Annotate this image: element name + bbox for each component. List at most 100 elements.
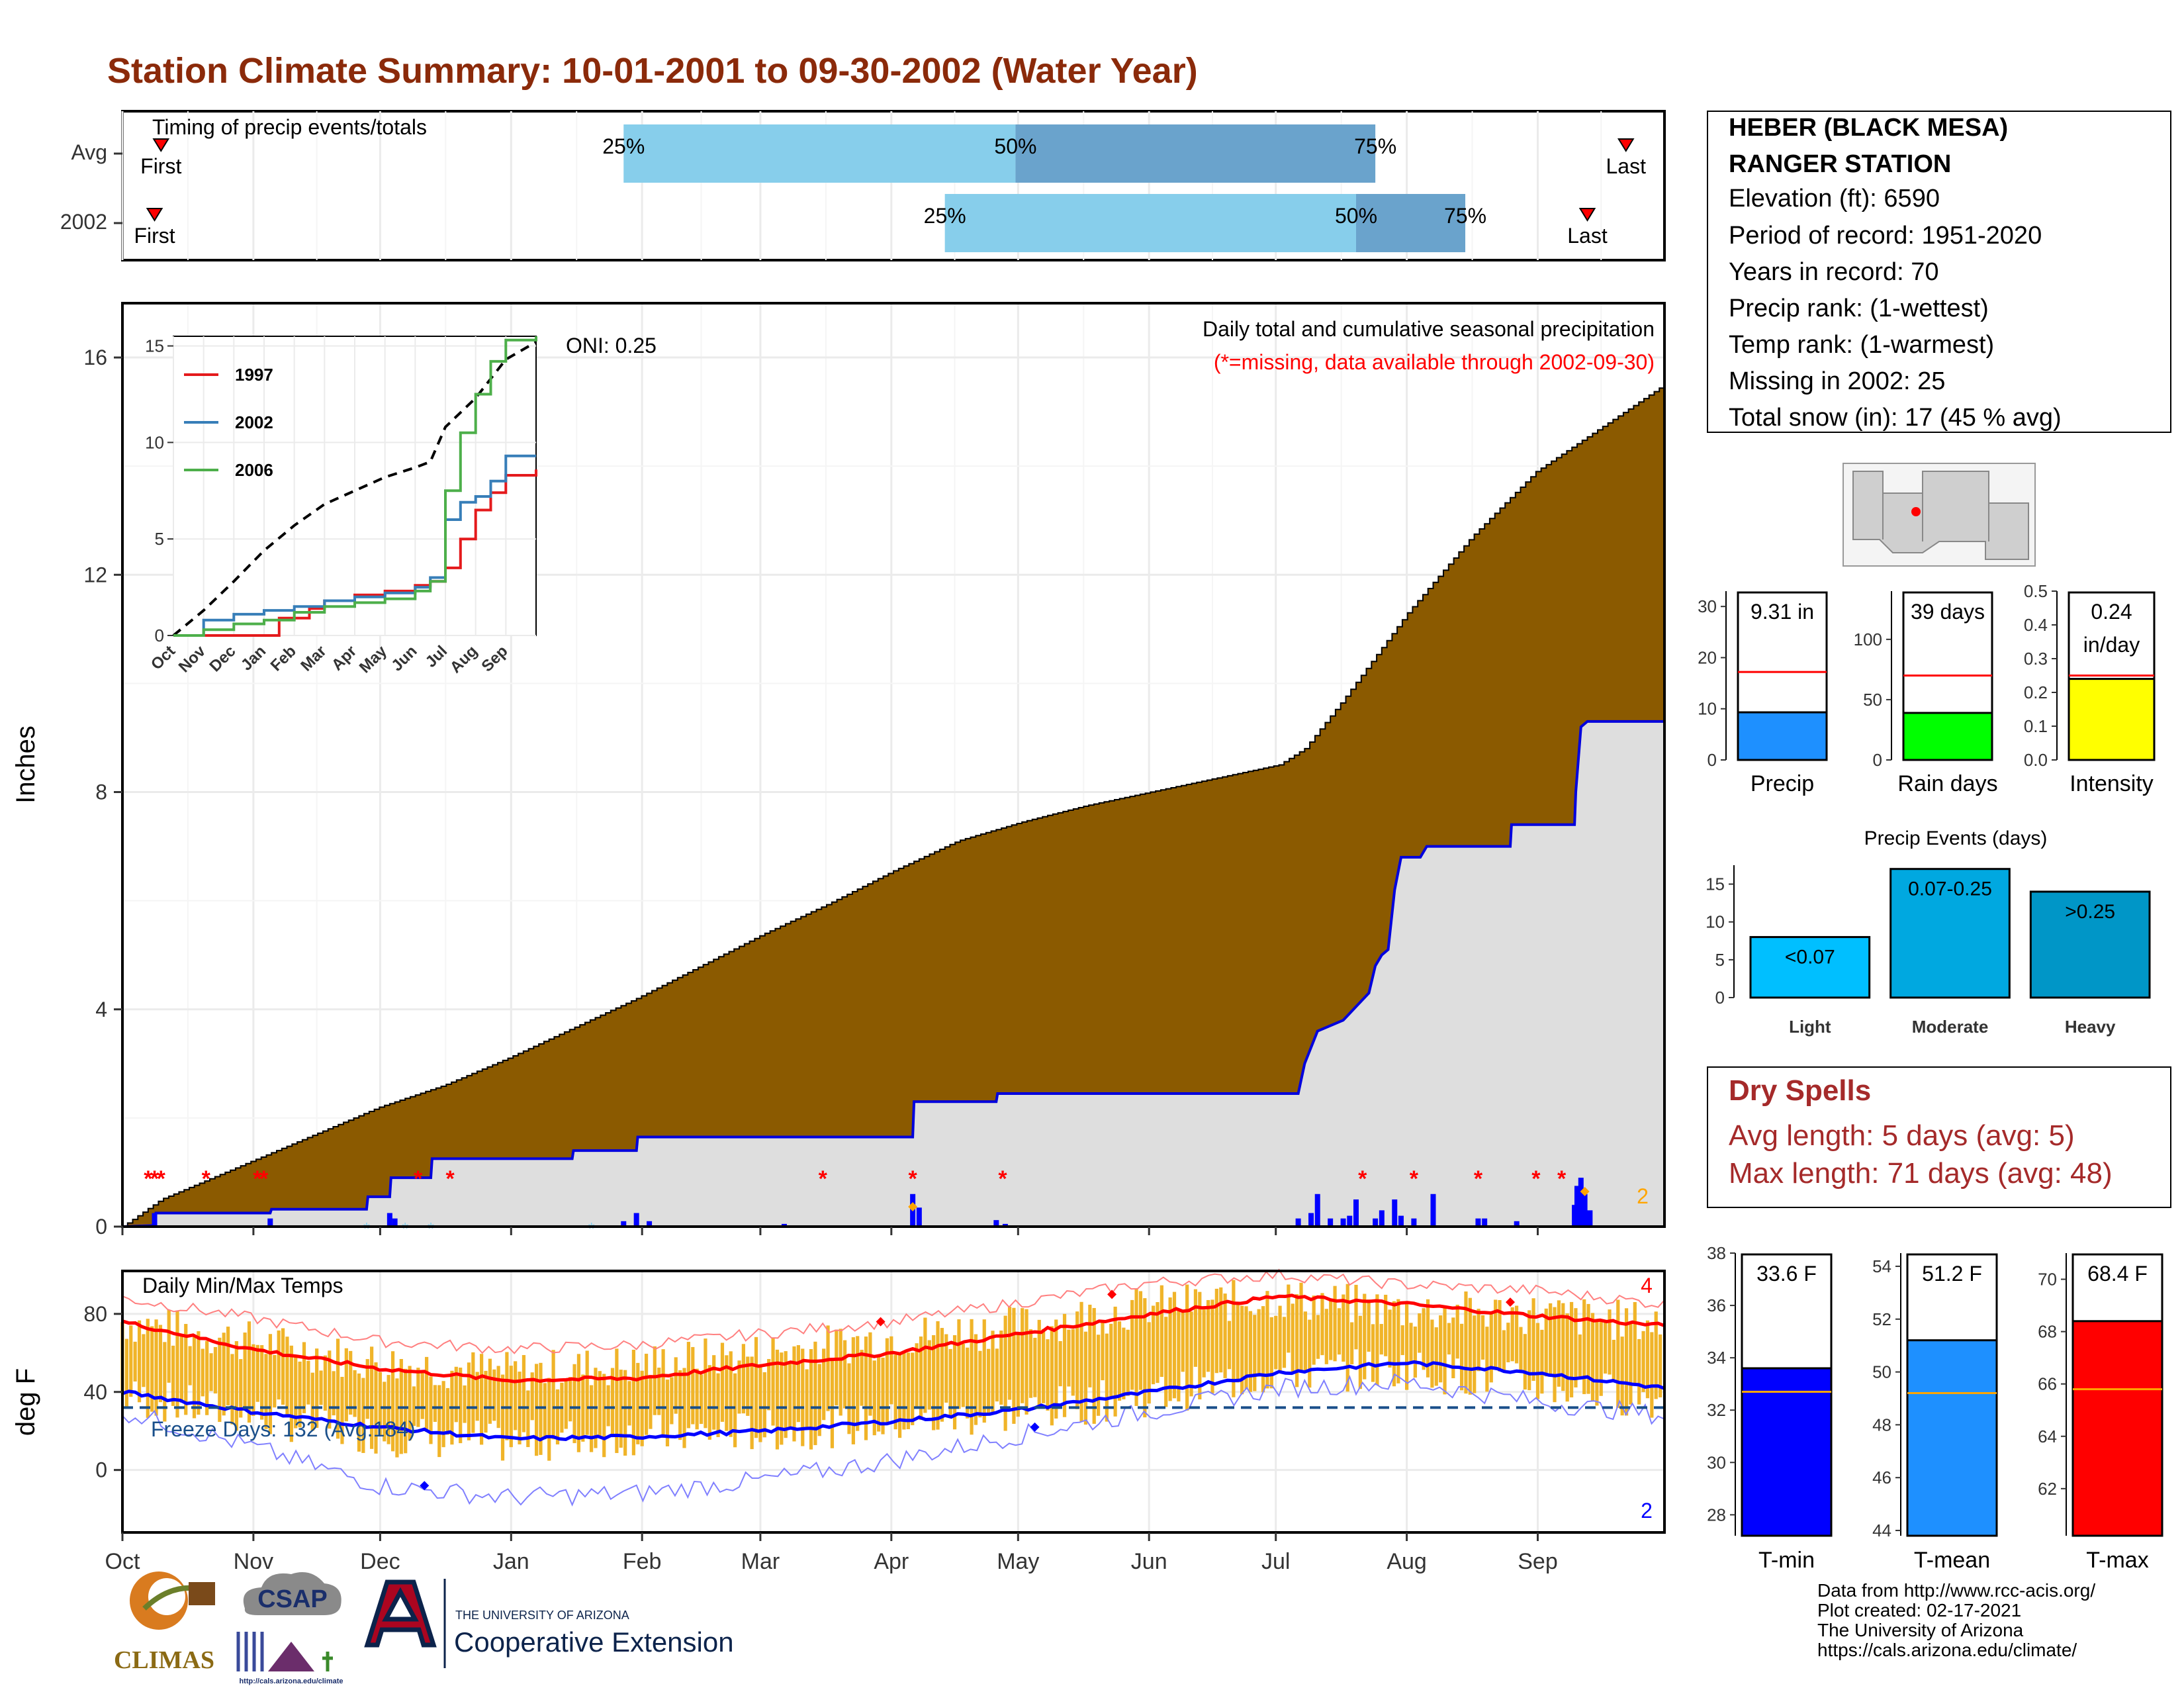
ua-logo-ext-text: Cooperative Extension bbox=[454, 1626, 734, 1658]
daily-temp-bar bbox=[1042, 1329, 1046, 1403]
daily-temp-bar bbox=[1612, 1340, 1615, 1380]
daily-precip-bar bbox=[267, 1218, 273, 1227]
daily-temp-bar bbox=[404, 1368, 408, 1454]
daily-temp-bar bbox=[792, 1346, 796, 1442]
value-bar-fill bbox=[1906, 1339, 1998, 1537]
daily-temp-bar bbox=[1287, 1284, 1291, 1353]
daily-temp-bar bbox=[264, 1354, 268, 1429]
daily-temp-bar bbox=[328, 1350, 332, 1429]
daily-temp-bar bbox=[695, 1368, 699, 1430]
daily-temp-bar bbox=[704, 1338, 707, 1429]
daily-temp-bar bbox=[1523, 1334, 1527, 1390]
daily-temp-bar bbox=[374, 1362, 378, 1454]
daily-temp-bar bbox=[1033, 1337, 1037, 1397]
daily-temp-bar bbox=[1502, 1330, 1506, 1371]
daily-temp-bar bbox=[775, 1349, 780, 1450]
event-bar bbox=[1749, 936, 1871, 999]
csap-logo: CSAP http://cals.arizona.edu/climate bbox=[236, 1572, 343, 1685]
daily-precip-bar bbox=[1347, 1215, 1353, 1227]
daily-temp-bar bbox=[416, 1368, 420, 1427]
daily-temp-bar bbox=[987, 1348, 991, 1415]
value-bar-y-tick-label: 0.2 bbox=[2024, 682, 2048, 702]
daily-temp-bar bbox=[1659, 1334, 1662, 1397]
daily-temp-bar bbox=[273, 1354, 277, 1408]
timing-label-75: 75% bbox=[1354, 134, 1396, 158]
daily-temp-bar bbox=[822, 1348, 826, 1421]
x-tick-label-month: Jan bbox=[493, 1549, 529, 1574]
x-tick-label-month: Feb bbox=[623, 1549, 662, 1574]
station-name-line2: RANGER STATION bbox=[1729, 150, 1951, 178]
daily-precip-bar bbox=[387, 1213, 392, 1227]
daily-temp-bar bbox=[615, 1348, 619, 1454]
daily-temp-bar bbox=[670, 1377, 674, 1425]
daily-temp-bar bbox=[1012, 1307, 1016, 1424]
value-bar-y-tick-label: 66 bbox=[2038, 1374, 2057, 1394]
daily-temp-bar bbox=[686, 1342, 690, 1429]
timing-marker-first bbox=[146, 208, 163, 222]
daily-temp-bar bbox=[1637, 1338, 1641, 1405]
daily-temp-bar bbox=[306, 1360, 310, 1405]
daily-temp-bar bbox=[1620, 1336, 1624, 1416]
inset-y-tick-label: 10 bbox=[145, 432, 164, 452]
daily-temp-bar bbox=[657, 1368, 661, 1415]
x-tick-label-month: Nov bbox=[234, 1549, 273, 1574]
daily-temp-bar bbox=[433, 1385, 437, 1423]
daily-temp-bar bbox=[357, 1373, 361, 1452]
daily-temp-bar bbox=[923, 1317, 927, 1413]
inset-y-tick-label: 0 bbox=[155, 626, 164, 645]
value-bar-y-tick-label: 50 bbox=[1872, 1362, 1891, 1382]
daily-temp-bar bbox=[390, 1351, 395, 1452]
daily-temp-bar bbox=[484, 1370, 488, 1433]
daily-temp-bar bbox=[1473, 1315, 1477, 1393]
daily-temp-bar bbox=[1342, 1294, 1345, 1362]
daily-temp-bar bbox=[1050, 1326, 1054, 1426]
daily-temp-bar bbox=[1067, 1329, 1071, 1387]
daily-temp-bar bbox=[1240, 1305, 1244, 1395]
daily-temp-bar bbox=[1168, 1297, 1172, 1401]
value-bar-fill bbox=[1741, 1367, 1833, 1537]
timing-marker-label-last: Last bbox=[1567, 224, 1608, 248]
value-bar-value-label-2: in/day bbox=[2083, 633, 2140, 657]
daily-temp-bar bbox=[1557, 1300, 1561, 1387]
daily-temp-bar bbox=[1088, 1304, 1092, 1387]
daily-temp-bar bbox=[784, 1351, 788, 1438]
daily-temp-bar bbox=[1544, 1308, 1548, 1377]
daily-temp-bar bbox=[171, 1345, 175, 1406]
daily-temp-bar bbox=[365, 1359, 369, 1419]
daily-temp-bar bbox=[1101, 1322, 1105, 1381]
daily-temp-bar bbox=[530, 1372, 534, 1421]
value-bar-y-tick-label: 20 bbox=[1698, 647, 1717, 667]
daily-temp-bar bbox=[1320, 1293, 1324, 1356]
value-bar-y-tick-label: 32 bbox=[1707, 1400, 1726, 1420]
daily-temp-bar bbox=[1324, 1309, 1328, 1364]
daily-temp-bar bbox=[712, 1355, 716, 1430]
daily-temp-bar bbox=[1253, 1315, 1257, 1391]
record-high-line bbox=[122, 1268, 1665, 1354]
daily-temp-bar bbox=[1097, 1335, 1101, 1416]
daily-temp-bar bbox=[1430, 1319, 1434, 1388]
daily-temp-bar bbox=[222, 1333, 226, 1416]
value-bar-fill bbox=[1737, 711, 1828, 761]
timing-bar-25-50 bbox=[623, 124, 1016, 183]
daily-precip-bar bbox=[1574, 1186, 1580, 1227]
events-y-tick-label: 0 bbox=[1715, 988, 1725, 1008]
daily-temp-bar bbox=[847, 1363, 851, 1434]
daily-temp-bar bbox=[1278, 1305, 1282, 1372]
daily-temp-bar bbox=[919, 1336, 923, 1421]
precip-panel-title: Daily total and cumulative seasonal prec… bbox=[1203, 317, 1655, 341]
daily-temp-bar bbox=[602, 1374, 606, 1458]
daily-temp-bar bbox=[1177, 1309, 1181, 1402]
timing-row-label-year: 2002 bbox=[60, 210, 107, 234]
missing-marker: * bbox=[1410, 1166, 1419, 1192]
daily-temp-bar bbox=[1028, 1329, 1033, 1398]
climas-logo: CLIMAS bbox=[114, 1571, 215, 1674]
station-period: Period of record: 1951-2020 bbox=[1729, 222, 2042, 250]
missing-marker: * bbox=[259, 1166, 269, 1192]
dry-spells-max: Max length: 71 days (avg: 48) bbox=[1729, 1157, 2113, 1190]
daily-temp-bar bbox=[408, 1366, 412, 1440]
daily-temp-bar bbox=[1172, 1291, 1177, 1399]
inset-line-2006 bbox=[173, 336, 537, 637]
daily-temp-bar bbox=[1181, 1312, 1185, 1372]
daily-temp-bar bbox=[1151, 1305, 1156, 1385]
